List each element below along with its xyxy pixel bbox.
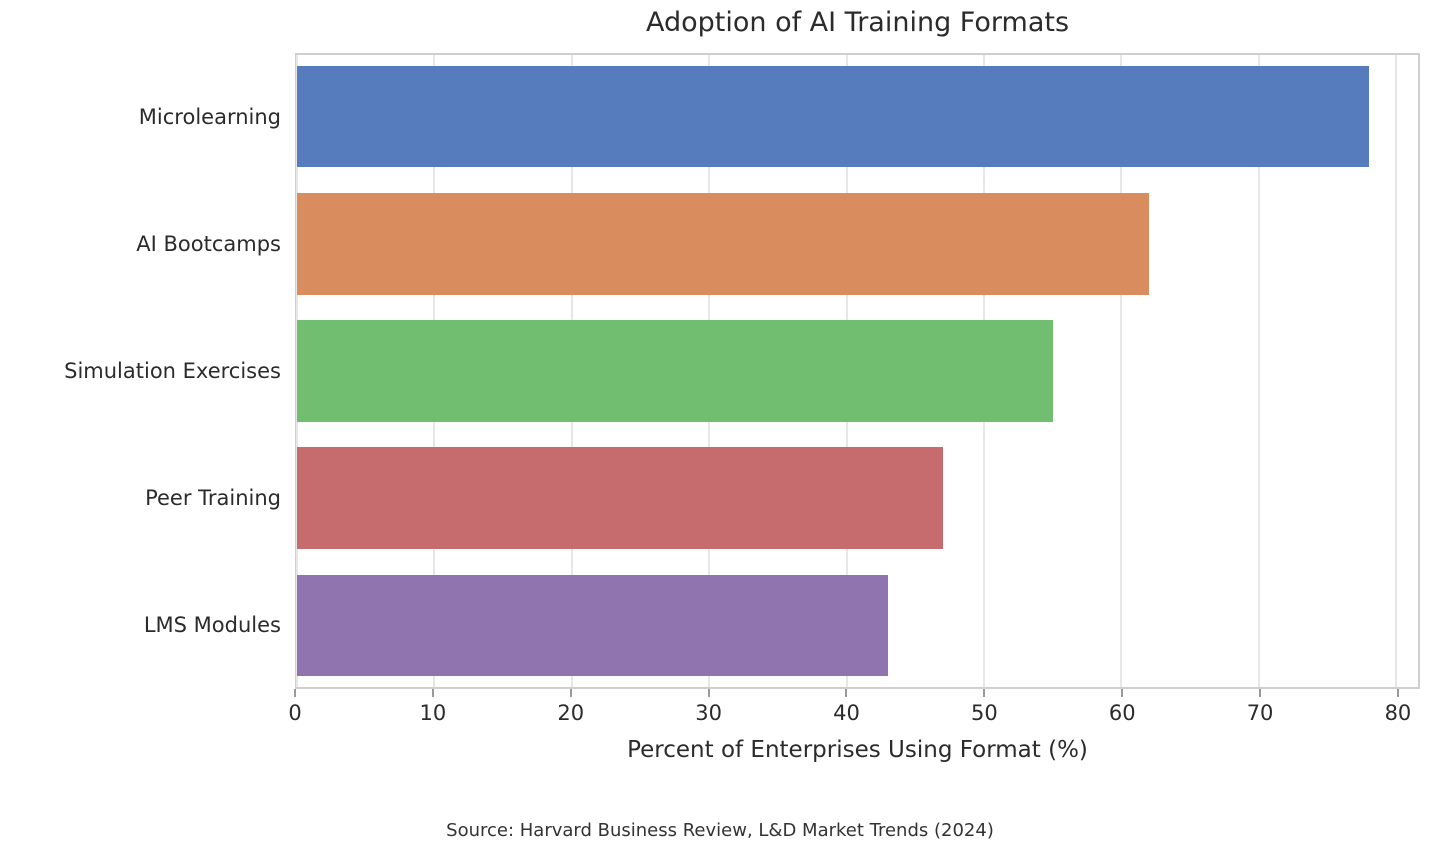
bar-simulation-exercises <box>297 320 1053 422</box>
x-tick-label: 60 <box>1108 701 1136 725</box>
source-note: Source: Harvard Business Review, L&D Mar… <box>446 820 994 841</box>
bar-lms-modules <box>297 574 888 677</box>
x-tick-label: 80 <box>1384 701 1412 725</box>
x-tick-label: 50 <box>970 701 998 725</box>
x-tick-mark <box>1259 689 1262 697</box>
x-tick-label: 40 <box>833 701 860 725</box>
x-tick-label: 70 <box>1246 701 1274 725</box>
plot-area <box>295 53 1420 689</box>
x-tick-label: 10 <box>419 701 447 725</box>
y-tick-label: Simulation Exercises <box>64 359 281 383</box>
x-tick-label: 0 <box>288 701 302 725</box>
y-tick-label: Microlearning <box>138 104 281 129</box>
x-tick-mark <box>294 689 296 697</box>
x-tick-mark <box>431 689 434 697</box>
gridline-x-80 <box>1395 55 1398 687</box>
x-tick-label: 30 <box>695 701 722 725</box>
x-tick-mark <box>1121 689 1124 697</box>
bar-ai-bootcamps <box>297 192 1149 295</box>
bar-microlearning <box>297 65 1369 168</box>
x-tick-mark <box>707 689 710 697</box>
x-tick-label: 20 <box>557 701 585 725</box>
chart-title: Adoption of AI Training Formats <box>645 7 1070 38</box>
x-tick-mark <box>845 689 848 697</box>
gridline-x-70 <box>1257 55 1260 687</box>
x-tick-mark <box>569 689 572 697</box>
y-tick-label: LMS Modules <box>143 613 281 638</box>
bar-peer-training <box>297 447 943 550</box>
x-tick-mark <box>983 689 986 697</box>
y-tick-label: Peer Training <box>145 486 281 511</box>
x-tick-mark <box>1396 689 1399 697</box>
x-axis-label: Percent of Enterprises Using Format (%) <box>627 737 1088 763</box>
y-tick-label: AI Bootcamps <box>136 231 281 256</box>
gridline-x-60 <box>1120 55 1123 687</box>
